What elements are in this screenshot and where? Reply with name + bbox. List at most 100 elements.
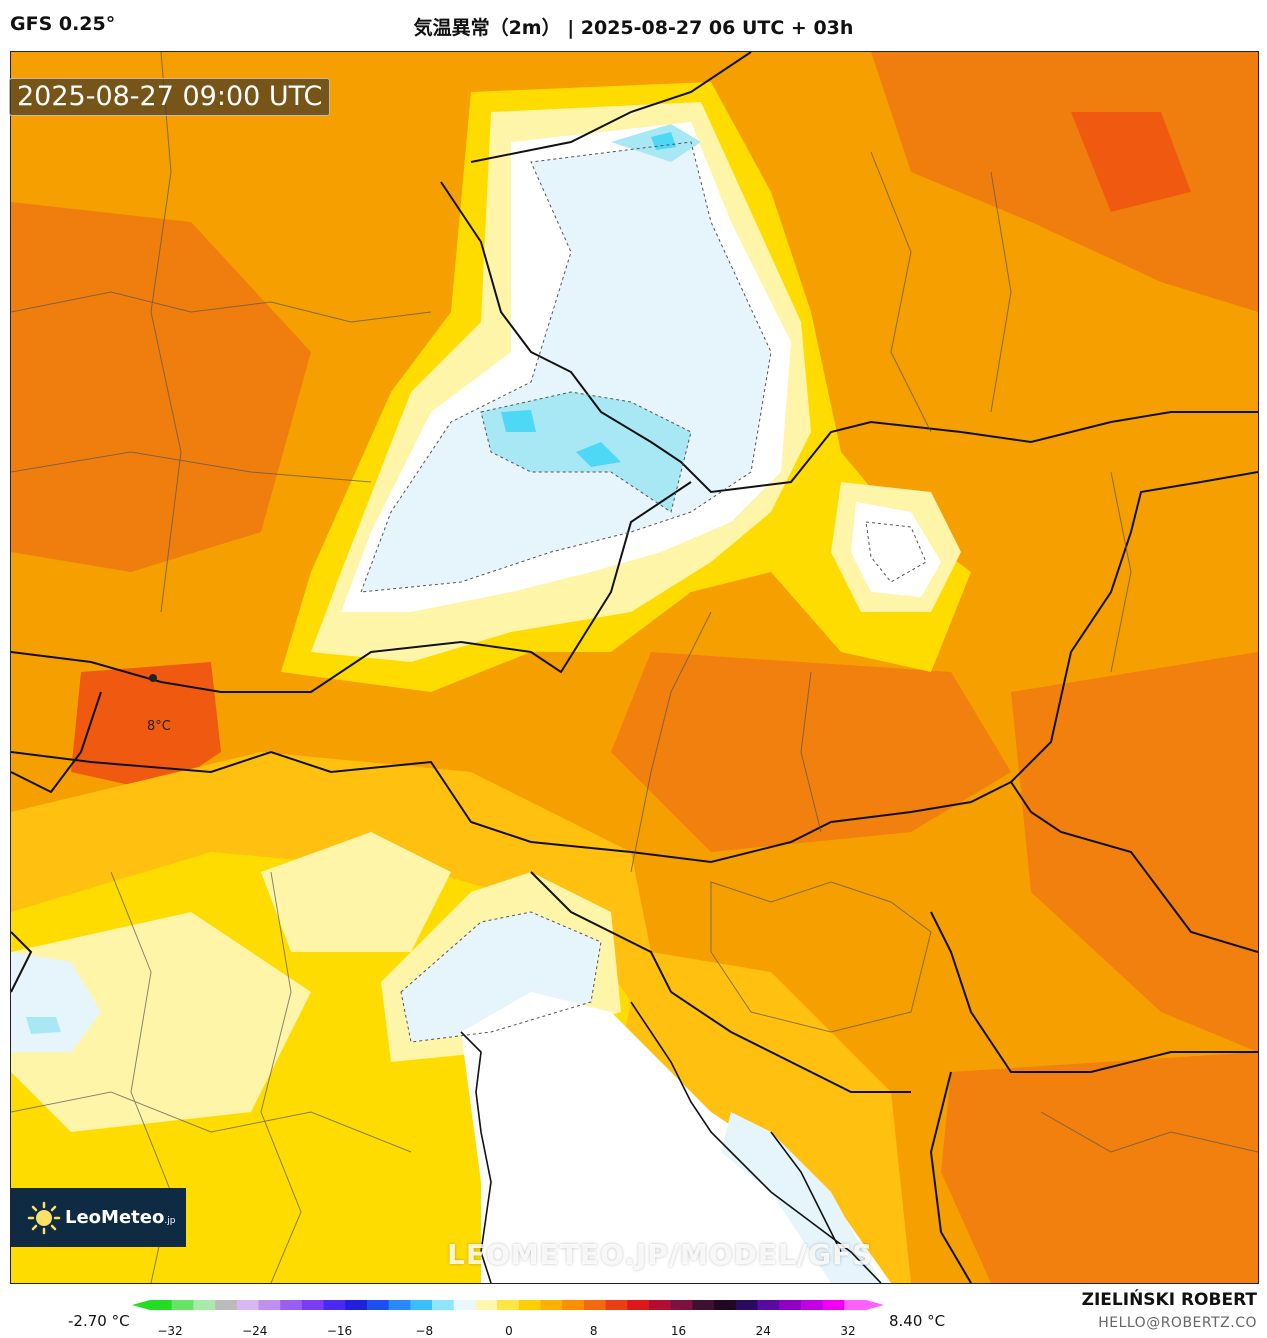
border-path — [530, 871, 911, 1093]
logo-name: LeoMeteo — [65, 1207, 165, 1228]
anomaly-field-deep-orange-center — [611, 652, 1011, 852]
scale-swatch — [475, 1300, 498, 1310]
admin-path — [630, 611, 712, 873]
admin-path — [150, 52, 182, 613]
border-path — [11, 691, 102, 794]
coastline-path — [770, 1131, 842, 1253]
scale-swatch — [583, 1300, 607, 1310]
contour-path — [360, 141, 772, 593]
scale-swatch — [670, 1300, 693, 1310]
scale-swatch — [844, 1300, 867, 1310]
leometeo-logo[interactable]: LeoMeteo .jp — [11, 1188, 186, 1247]
anomaly-field-cyan-north — [651, 132, 676, 150]
scale-swatch — [150, 1300, 173, 1310]
border-path — [1030, 811, 1258, 953]
anomaly-field-deep-orange-west — [11, 202, 311, 572]
scale-tick-label: −16 — [326, 1324, 353, 1338]
scale-tick-label: −8 — [415, 1324, 434, 1338]
anomaly-field-deep-orange-east — [1011, 652, 1258, 1052]
logo-suffix: .jp — [164, 1215, 176, 1226]
scale-swatch — [757, 1300, 780, 1310]
admin-path — [1040, 1111, 1258, 1153]
scale-swatch — [627, 1300, 650, 1310]
scale-swatch — [236, 1300, 259, 1310]
color-scale-bar — [132, 1300, 884, 1310]
anomaly-field-white-east-spot — [851, 502, 941, 597]
scale-tick-label: 24 — [755, 1324, 771, 1338]
contour-path — [480, 391, 692, 513]
scale-swatch — [193, 1300, 216, 1310]
legend-min-label: -2.70 °C — [68, 1312, 130, 1330]
scale-swatch — [171, 1300, 194, 1310]
scale-tick-label: 32 — [840, 1324, 856, 1338]
coastal-pale-blue — [721, 1112, 881, 1283]
scale-swatch — [280, 1300, 303, 1310]
contour-path — [400, 911, 602, 1043]
scale-tick-label: 0 — [505, 1324, 513, 1338]
border-path — [930, 911, 1258, 1073]
contour-path — [865, 521, 927, 583]
map-canvas — [11, 52, 1258, 1283]
anomaly-field-red-orange-ne — [1071, 112, 1191, 212]
scale-swatch — [301, 1300, 325, 1310]
chart-title: 気温異常（2m） | 2025-08-27 06 UTC + 03h — [413, 17, 854, 39]
border-path — [929, 1071, 972, 1283]
admin-path — [870, 151, 932, 433]
scale-arrow-right — [866, 1300, 884, 1310]
anomaly-field-cyan-1 — [501, 410, 536, 432]
admin-path — [11, 451, 372, 483]
anomaly-field-deep-orange-southeast — [941, 1052, 1258, 1283]
anomaly-field-light-blue-west — [26, 1017, 61, 1034]
scale-swatch — [714, 1300, 737, 1310]
temperature-anomaly-map: 8°C — [10, 51, 1259, 1284]
scale-tick-label: 16 — [670, 1324, 687, 1338]
scale-swatch — [323, 1300, 346, 1310]
anomaly-field-pale-yellow-sw — [11, 912, 311, 1132]
scale-swatch — [822, 1300, 845, 1310]
scale-swatch — [432, 1300, 455, 1310]
border-path — [440, 181, 1258, 494]
author-name: ZIELIŃSKI ROBERT — [1081, 1290, 1257, 1310]
scale-swatch — [410, 1300, 433, 1310]
anomaly-field-cyan-2 — [576, 442, 621, 467]
scale-swatch — [388, 1300, 411, 1310]
scale-tick-label: 8 — [589, 1324, 598, 1338]
coastline-path — [630, 1001, 882, 1283]
border-path — [1010, 471, 1258, 783]
sun-icon — [27, 1201, 61, 1235]
scale-swatch — [345, 1300, 368, 1310]
admin-path — [11, 291, 432, 323]
admin-path — [710, 881, 932, 1033]
admin-path — [1110, 471, 1132, 673]
scale-swatch — [215, 1300, 238, 1310]
model-label: GFS 0.25° — [10, 13, 116, 35]
anomaly-field-pale-yellow-mid — [261, 832, 451, 952]
temperature-point-marker — [149, 674, 157, 682]
scale-swatch — [497, 1300, 520, 1310]
scale-swatch — [692, 1300, 715, 1310]
contour-lines — [360, 141, 927, 1043]
scale-swatch — [518, 1300, 542, 1310]
coastline — [460, 1001, 882, 1283]
admin-path — [800, 671, 822, 833]
temperature-point-label: 8°C — [147, 719, 171, 734]
scale-swatch — [258, 1300, 281, 1310]
scale-swatch — [649, 1300, 672, 1310]
scale-swatch — [562, 1300, 585, 1310]
watermark-url: LEOMETEO.JP/MODEL/GFS — [447, 1238, 874, 1271]
scale-swatch — [540, 1300, 563, 1310]
admin-path — [260, 871, 302, 1283]
border-path — [11, 931, 33, 993]
scale-swatch — [800, 1300, 824, 1310]
coastline-path — [460, 1031, 492, 1283]
admin-path — [990, 171, 1012, 413]
scale-swatch — [779, 1300, 802, 1310]
border-path — [11, 750, 1032, 864]
scale-swatch — [735, 1300, 759, 1310]
valid-time-badge: 2025-08-27 09:00 UTC — [9, 78, 331, 116]
scale-arrow-left — [132, 1300, 150, 1310]
admin-boundaries — [11, 52, 1258, 1283]
anomaly-field-red-orange-spot — [71, 662, 221, 792]
scale-swatch — [453, 1300, 476, 1310]
author-email[interactable]: HELLO@ROBERTZ.CO — [1098, 1315, 1257, 1331]
